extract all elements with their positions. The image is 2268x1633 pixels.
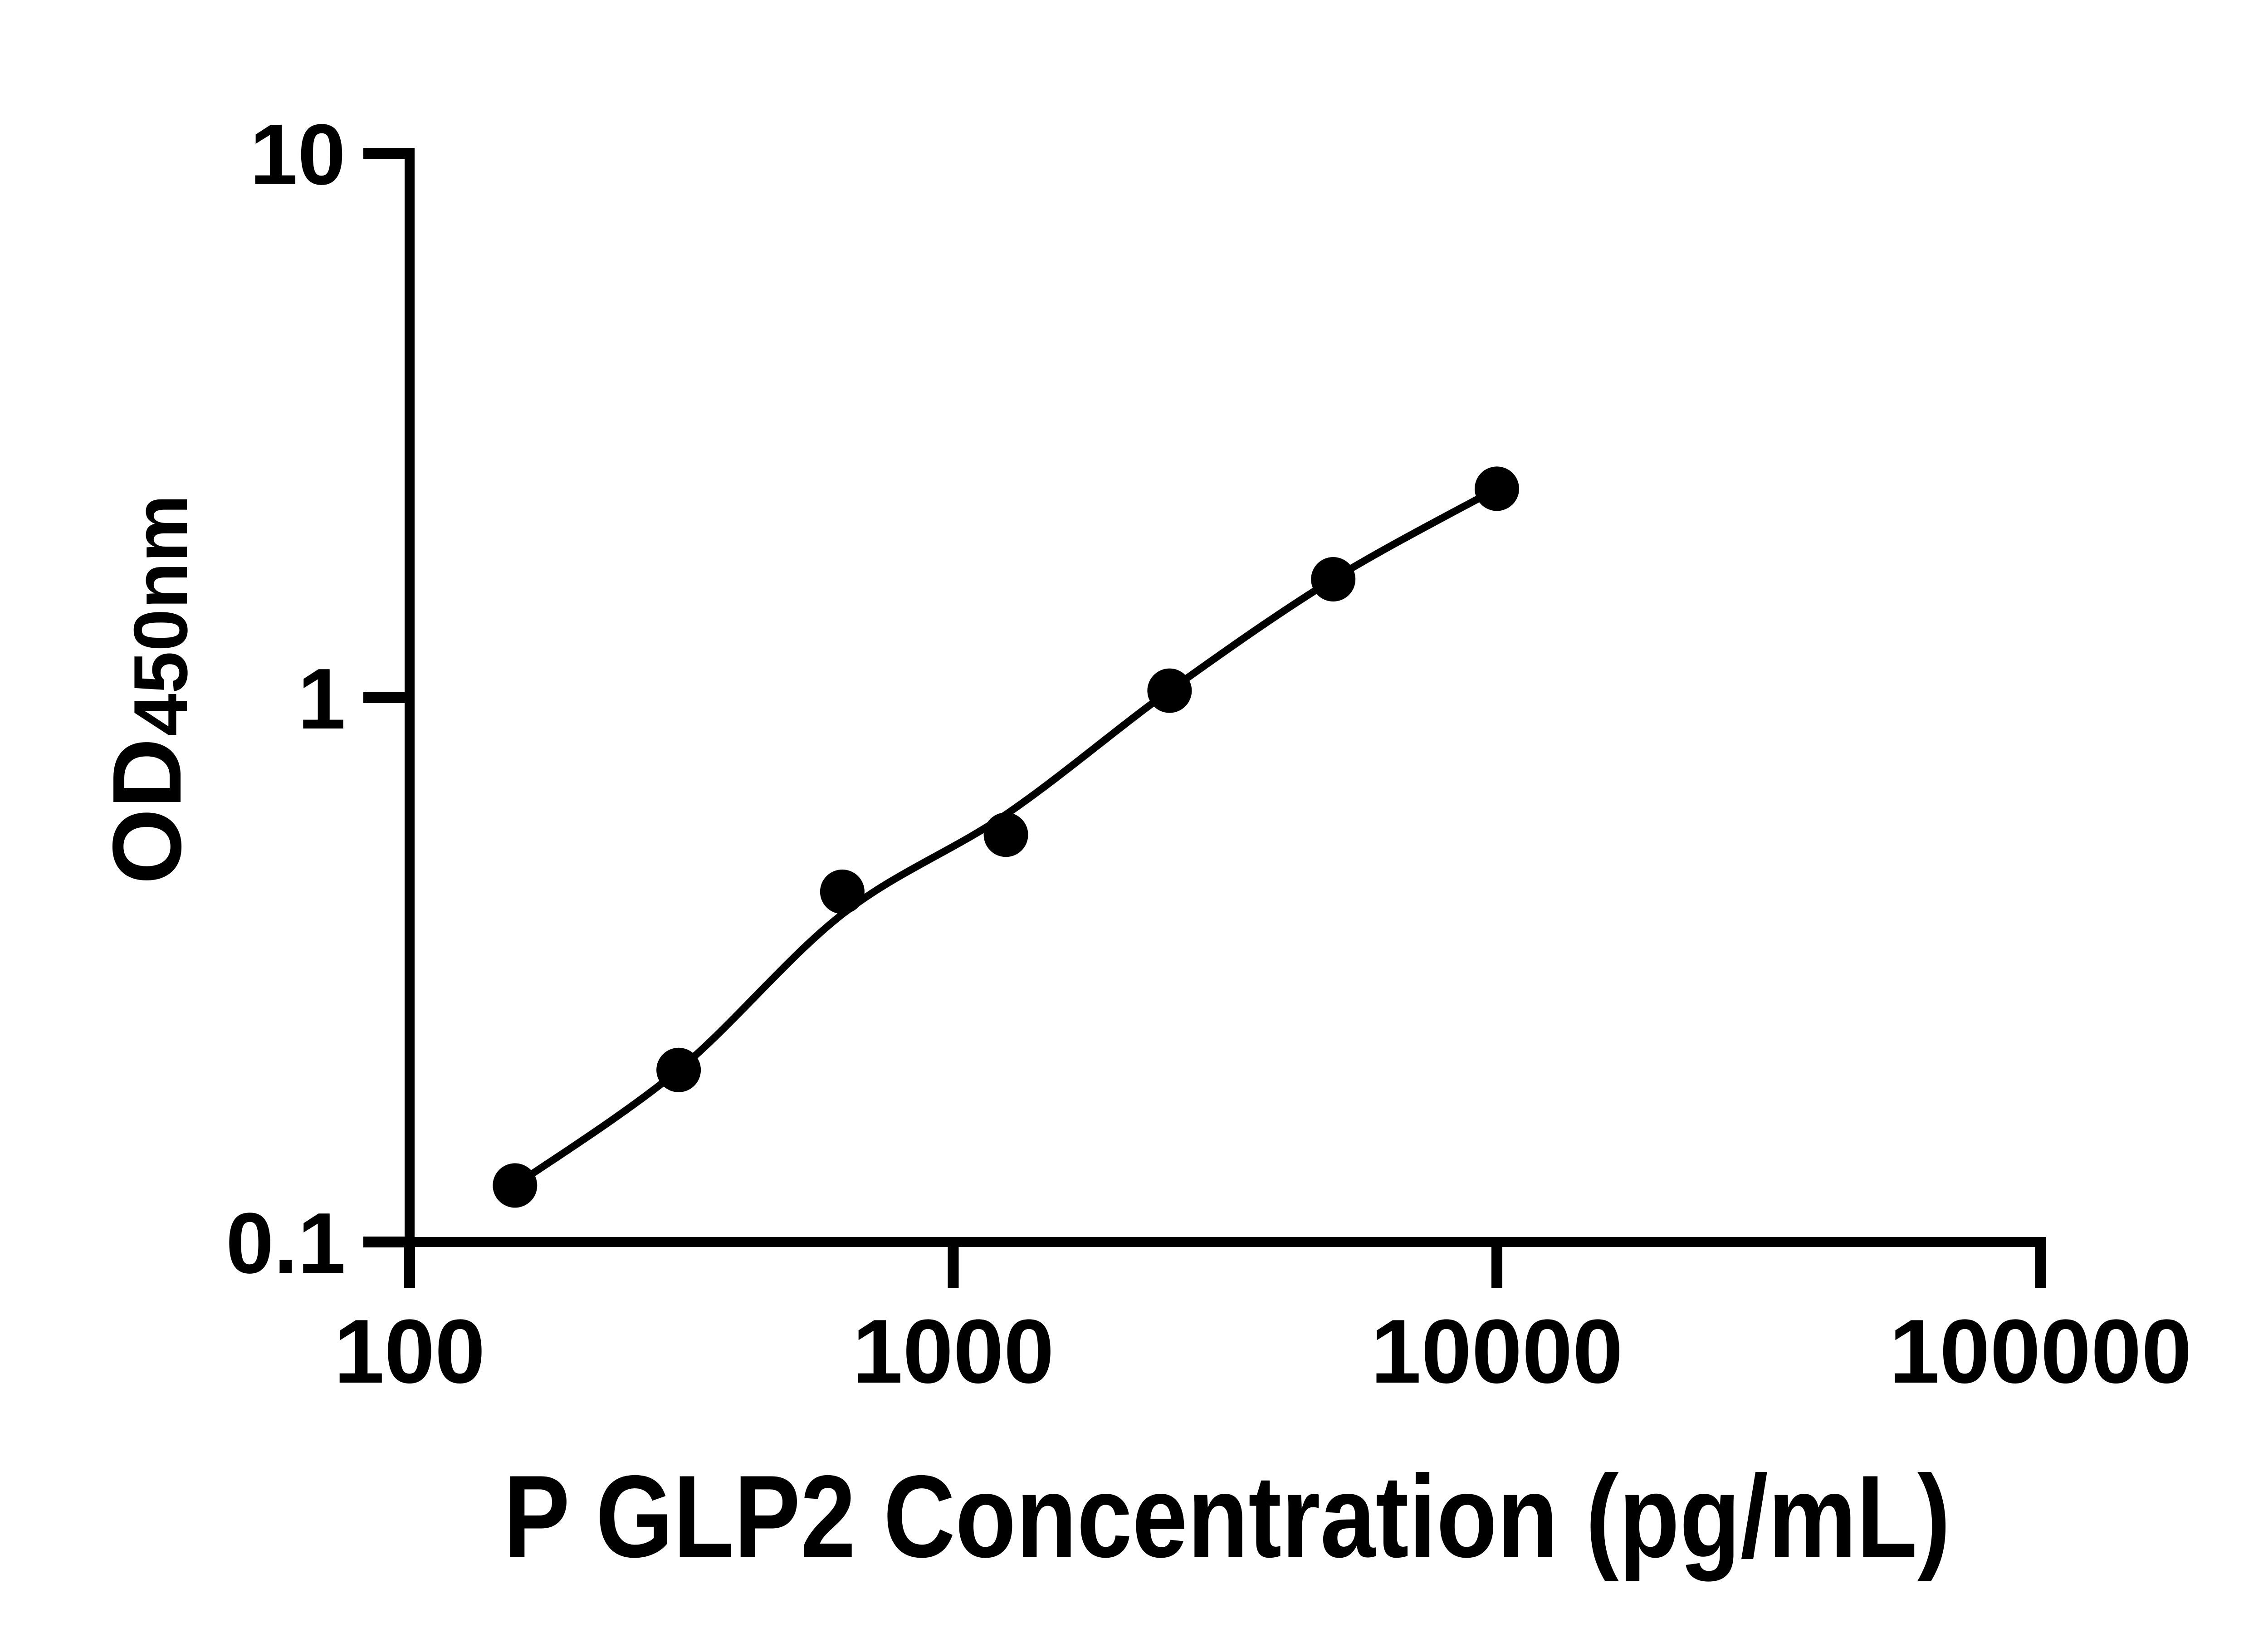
data-point bbox=[820, 869, 865, 914]
y-tick-label: 1 bbox=[298, 651, 346, 747]
y-axis-title-sub: 450nm bbox=[118, 494, 203, 736]
x-tick-label: 100000 bbox=[1889, 1301, 2192, 1402]
y-tick-label: 0.1 bbox=[226, 1195, 346, 1291]
y-tick-label: 10 bbox=[250, 107, 346, 203]
y-axis-title: OD 450nm bbox=[92, 494, 203, 884]
data-point bbox=[983, 812, 1028, 857]
x-tick-label: 1000 bbox=[852, 1301, 1054, 1402]
data-point bbox=[656, 1047, 701, 1092]
tick-label-layer: 100 1000 10000 100000 0.1 1 10 bbox=[226, 107, 2192, 1402]
axes-layer bbox=[405, 148, 2046, 1247]
data-point bbox=[1475, 466, 1519, 511]
data-point bbox=[1147, 668, 1192, 713]
plot-layer bbox=[493, 466, 1519, 1208]
data-point bbox=[1311, 557, 1356, 601]
x-axis-title: P GLP2 Concentration (pg/mL) bbox=[503, 1451, 1950, 1582]
data-point bbox=[493, 1163, 538, 1208]
x-tick-label: 10000 bbox=[1371, 1301, 1623, 1402]
x-tick-label: 100 bbox=[334, 1301, 485, 1402]
y-axis-title-main: OD bbox=[92, 738, 201, 885]
tick-layer bbox=[363, 148, 2046, 1288]
